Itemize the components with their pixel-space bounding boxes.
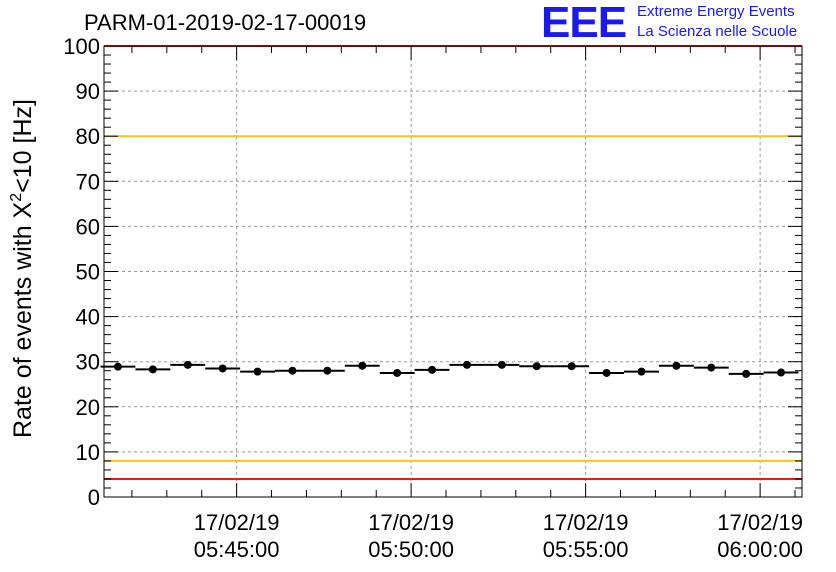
data-point xyxy=(742,369,751,378)
x-tick-label-time: 06:00:00 xyxy=(717,537,803,562)
x-tick-label-time: 05:45:00 xyxy=(194,537,280,562)
data-point xyxy=(218,364,227,373)
y-axis-label-sup: 2 xyxy=(8,193,25,202)
data-point xyxy=(253,367,262,376)
data-point xyxy=(113,362,122,371)
logo-line2: La Scienza nelle Scuole xyxy=(637,23,798,40)
data-point xyxy=(288,366,297,375)
data-point-group xyxy=(484,360,520,369)
data-point xyxy=(497,360,506,369)
y-axis-label-main: Rate of events with X xyxy=(9,201,37,438)
y-tick-label: 90 xyxy=(76,79,100,104)
y-tick-label: 40 xyxy=(76,305,100,330)
y-tick-label: 20 xyxy=(76,395,100,420)
y-tick-label: 60 xyxy=(76,214,100,239)
data-point xyxy=(358,361,367,370)
data-points xyxy=(100,360,799,378)
data-point-group xyxy=(658,361,694,370)
data-point xyxy=(532,362,541,371)
data-point-group xyxy=(135,365,171,374)
data-point xyxy=(672,361,681,370)
data-point xyxy=(183,360,192,369)
y-axis-label: Rate of events with X2<10 [Hz] xyxy=(8,99,37,438)
x-tick-label-date: 17/02/19 xyxy=(368,510,454,535)
data-point-group xyxy=(240,367,276,376)
data-point-group xyxy=(728,369,764,378)
y-tick-label: 50 xyxy=(76,260,100,285)
x-tick-label-time: 05:55:00 xyxy=(543,537,629,562)
x-tick-label-date: 17/02/19 xyxy=(717,510,803,535)
data-point-group xyxy=(205,364,241,373)
data-point xyxy=(567,362,576,371)
data-point-group xyxy=(309,366,345,375)
data-point-group xyxy=(554,362,590,371)
data-point xyxy=(637,367,646,376)
ticks xyxy=(104,45,802,498)
grid-layer xyxy=(104,46,802,497)
y-tick-label: 0 xyxy=(88,485,100,510)
chart-title: PARM-01-2019-02-17-00019 xyxy=(84,10,367,35)
y-tick-label: 30 xyxy=(76,350,100,375)
y-tick-label: 80 xyxy=(76,124,100,149)
x-tick-label-date: 17/02/19 xyxy=(194,510,280,535)
data-point xyxy=(777,368,786,377)
data-point xyxy=(148,365,157,374)
data-point-group xyxy=(763,368,799,377)
data-point-group xyxy=(449,360,485,369)
data-point xyxy=(462,360,471,369)
data-point xyxy=(602,368,611,377)
y-axis-label-rest: <10 [Hz] xyxy=(9,99,37,193)
data-point-group xyxy=(275,366,310,375)
eee-logo-mark: EEE xyxy=(541,0,627,47)
x-tick-label-date: 17/02/19 xyxy=(543,510,629,535)
data-point-group xyxy=(414,365,450,374)
y-tick-label: 70 xyxy=(76,169,100,194)
x-tick-label-time: 05:50:00 xyxy=(368,537,454,562)
data-point-group xyxy=(624,367,659,376)
reference-lines xyxy=(104,45,802,480)
data-point-group xyxy=(100,362,136,371)
y-tick-label: 10 xyxy=(76,440,100,465)
data-point xyxy=(428,365,437,374)
data-point-group xyxy=(519,362,555,371)
data-point-group xyxy=(170,360,206,369)
data-point-group xyxy=(344,361,380,370)
eee-logo: EEE Extreme Energy Events La Scienza nel… xyxy=(541,0,836,46)
data-point-group xyxy=(589,368,625,377)
data-point-group xyxy=(693,363,729,372)
logo-line1: Extreme Energy Events xyxy=(637,3,795,20)
data-point xyxy=(707,363,716,372)
data-point-group xyxy=(379,368,415,377)
data-point xyxy=(323,366,332,375)
tick-labels: 010203040506070809010017/02/1905:45:0017… xyxy=(63,34,803,562)
y-tick-label: 100 xyxy=(63,34,100,59)
data-point xyxy=(393,368,402,377)
